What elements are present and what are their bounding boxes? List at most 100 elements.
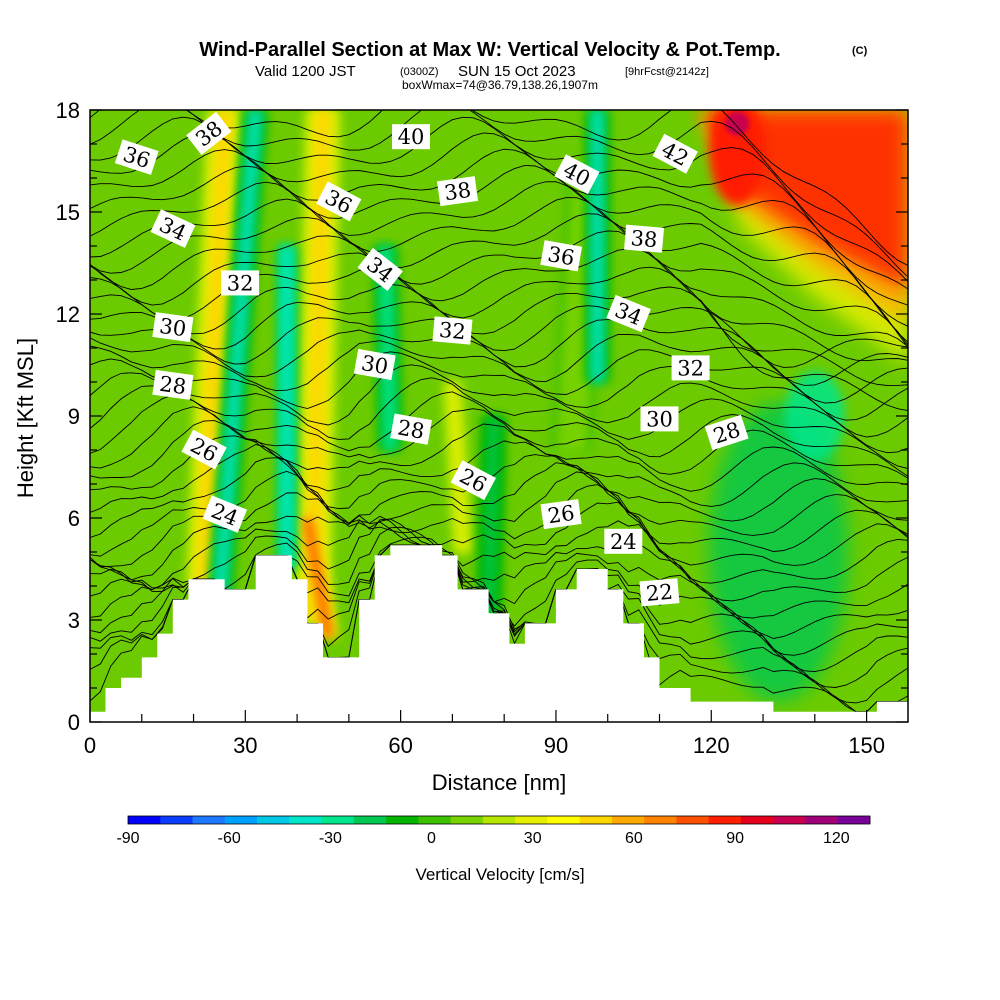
theta-contour	[90, 391, 908, 477]
colorbar: -90 -60 -30 0 30 60 90 120	[116, 815, 871, 847]
theta-contour	[90, 317, 908, 386]
theta-label: 24	[604, 528, 643, 554]
x-tick-label: 60	[388, 733, 412, 758]
colorbar-swatch	[773, 816, 806, 824]
theta-contour	[90, 248, 908, 362]
theta-contour	[90, 301, 908, 368]
theta-label-box	[152, 312, 194, 343]
upper-right-plume	[700, 110, 908, 365]
theta-label-text: 22	[645, 580, 674, 606]
colorbar-swatch	[321, 816, 355, 824]
downdraft-band-level	[213, 110, 262, 603]
theta-label-box	[640, 406, 679, 432]
colorbar-tick-label: -30	[319, 830, 342, 847]
theta-label-box	[671, 355, 710, 381]
subtitle-forecast: [9hrFcst@2142z]	[625, 66, 709, 78]
y-tick-label: 18	[56, 98, 80, 123]
subtitle-date: SUN 15 Oct 2023	[458, 63, 576, 80]
colorbar-tick-label: -60	[218, 830, 241, 847]
subtitle-utc: (0300Z)	[400, 66, 439, 78]
x-tick-label: 120	[693, 733, 730, 758]
theta-label-box	[186, 111, 232, 155]
theta-label-box	[652, 133, 698, 174]
theta-label: 38	[436, 176, 479, 207]
downdraft-band	[584, 110, 610, 382]
colorbar-swatch	[128, 816, 161, 824]
theta-label: 28	[152, 369, 194, 400]
theta-label-box	[639, 578, 680, 607]
colorbar-swatch	[450, 816, 484, 824]
theta-label-box	[202, 495, 248, 533]
theta-label: 32	[671, 355, 710, 381]
colorbar-swatch	[805, 816, 839, 824]
theta-label-text: 30	[359, 351, 389, 379]
colorbar-tick-label: 0	[427, 830, 436, 847]
theta-contour	[90, 444, 908, 522]
colorbar-swatch	[192, 816, 226, 824]
updraft-band-level	[195, 110, 233, 586]
plot-area: 3638343230282624363430284038322640362642…	[90, 110, 908, 722]
theta-label: 32	[432, 316, 473, 345]
chart-title: Wind-Parallel Section at Max W: Vertical…	[199, 39, 780, 61]
sink-outer	[708, 402, 849, 702]
theta-contour	[90, 164, 908, 327]
vertical-velocity-field	[185, 110, 908, 702]
theta-label-box	[392, 124, 430, 150]
x-tick-label: 90	[544, 733, 568, 758]
potential-temperature-contours	[90, 110, 908, 713]
theta-label-box	[554, 154, 600, 195]
theta-contour	[90, 518, 908, 619]
x-axis-label: Distance [nm]	[432, 770, 567, 795]
theta-label-box	[540, 240, 583, 272]
theta-label-box	[606, 294, 651, 333]
y-tick-label: 12	[56, 302, 80, 327]
theta-contour	[90, 197, 908, 348]
theta-contour	[90, 515, 908, 602]
plume-core	[709, 110, 766, 206]
y-tick-label: 0	[68, 710, 80, 735]
x-tick-label: 150	[848, 733, 885, 758]
theta-label-box	[316, 181, 362, 222]
theta-label: 40	[554, 154, 600, 195]
theta-label-text: 38	[443, 178, 473, 205]
theta-contour	[90, 110, 908, 278]
colorbar-tick-label: 60	[625, 830, 643, 847]
theta-label-box	[604, 528, 643, 554]
theta-label-text: 32	[227, 271, 254, 295]
theta-label-box	[624, 224, 665, 253]
theta-label: 30	[640, 406, 679, 432]
theta-label-box	[390, 413, 432, 445]
theta-contour	[90, 526, 908, 639]
theta-label: 34	[606, 294, 651, 333]
theta-label-box	[357, 247, 403, 291]
x-axis: 0 30 60 90 120 150	[84, 710, 885, 758]
downdraft-band-level	[282, 246, 292, 569]
downdraft-band	[276, 246, 298, 569]
theta-label-box	[152, 369, 194, 400]
colorbar-swatch	[611, 816, 645, 824]
colorbar-swatch	[547, 816, 581, 824]
theta-label-box	[114, 139, 159, 175]
colorbar-swatch	[224, 816, 258, 824]
theta-contour	[90, 501, 908, 584]
theta-contour	[90, 230, 908, 348]
theta-label: 36	[114, 139, 159, 175]
theta-label-text: 38	[630, 226, 659, 252]
downdraft-band-level	[591, 110, 603, 382]
colorbar-frame	[127, 815, 871, 825]
theta-label-box	[704, 414, 749, 451]
theta-label: 36	[540, 240, 583, 272]
theta-label-text: 32	[438, 318, 467, 344]
theta-contour	[90, 148, 908, 306]
updraft-band	[439, 382, 476, 552]
chart-title-mark: (C)	[852, 45, 868, 57]
theta-label-text: 28	[396, 415, 426, 443]
colorbar-tick-label: 90	[726, 830, 744, 847]
theta-contour	[90, 364, 908, 454]
theta-contour	[90, 213, 908, 346]
theta-label-box	[540, 499, 582, 530]
y-tick-label: 6	[68, 506, 80, 531]
x-tick-label: 0	[84, 733, 96, 758]
theta-label-box	[436, 176, 479, 207]
